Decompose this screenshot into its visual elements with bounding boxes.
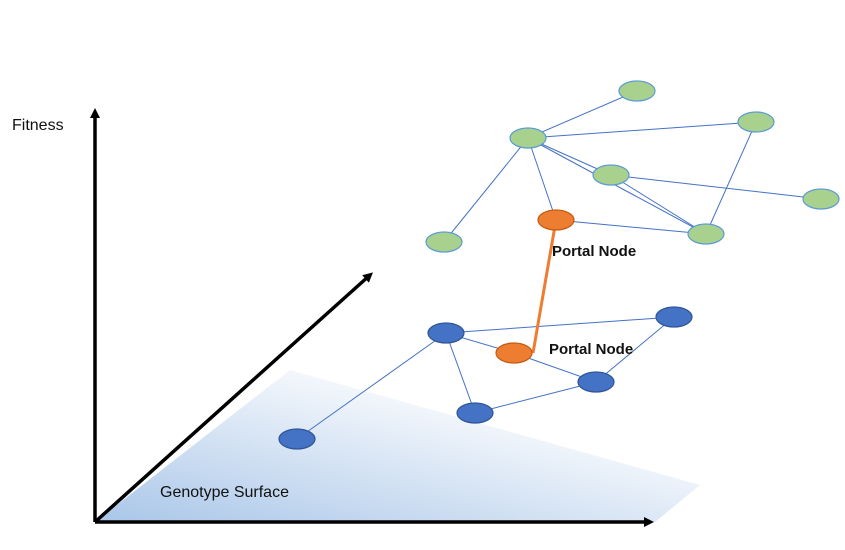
blue-node [456,402,494,424]
network-edge [595,316,675,383]
blue-node [278,428,316,450]
genotype-surface-label: Genotype Surface [160,484,289,501]
axes [90,108,654,527]
blue-node [427,322,465,344]
network-edge [555,219,707,235]
green-node [737,111,775,133]
blue-node [655,306,693,328]
green-node [509,127,547,149]
network-edge [527,90,638,139]
network-edge [474,381,597,414]
green-node [618,80,656,102]
green-node [687,223,725,245]
network-edge [445,316,675,334]
network-edge [527,137,707,235]
portal-link [531,219,558,354]
network-edge [610,174,707,235]
fitness-axis-label: Fitness [12,117,64,134]
upper-network-nodes [425,80,840,253]
lower-network-nodes [278,306,693,450]
network-edge [443,137,529,243]
green-node [592,164,630,186]
genotype-surface-plane [95,370,700,522]
portal-node-label-lower: Portal Node [549,341,633,358]
green-node [425,231,463,253]
network-edge [527,121,757,139]
blue-node [577,371,615,393]
network-edge [705,121,757,235]
green-node [802,188,840,210]
network-edge [527,137,557,221]
upper-network-edges [443,90,822,243]
portal-node-label-upper: Portal Node [552,243,636,260]
network-edge [445,332,476,414]
portal-node-upper [537,209,575,231]
network-edge [296,332,447,440]
genotype-axis-depth [93,272,373,524]
network-edge [610,174,822,200]
portal-node-lower [495,342,533,364]
